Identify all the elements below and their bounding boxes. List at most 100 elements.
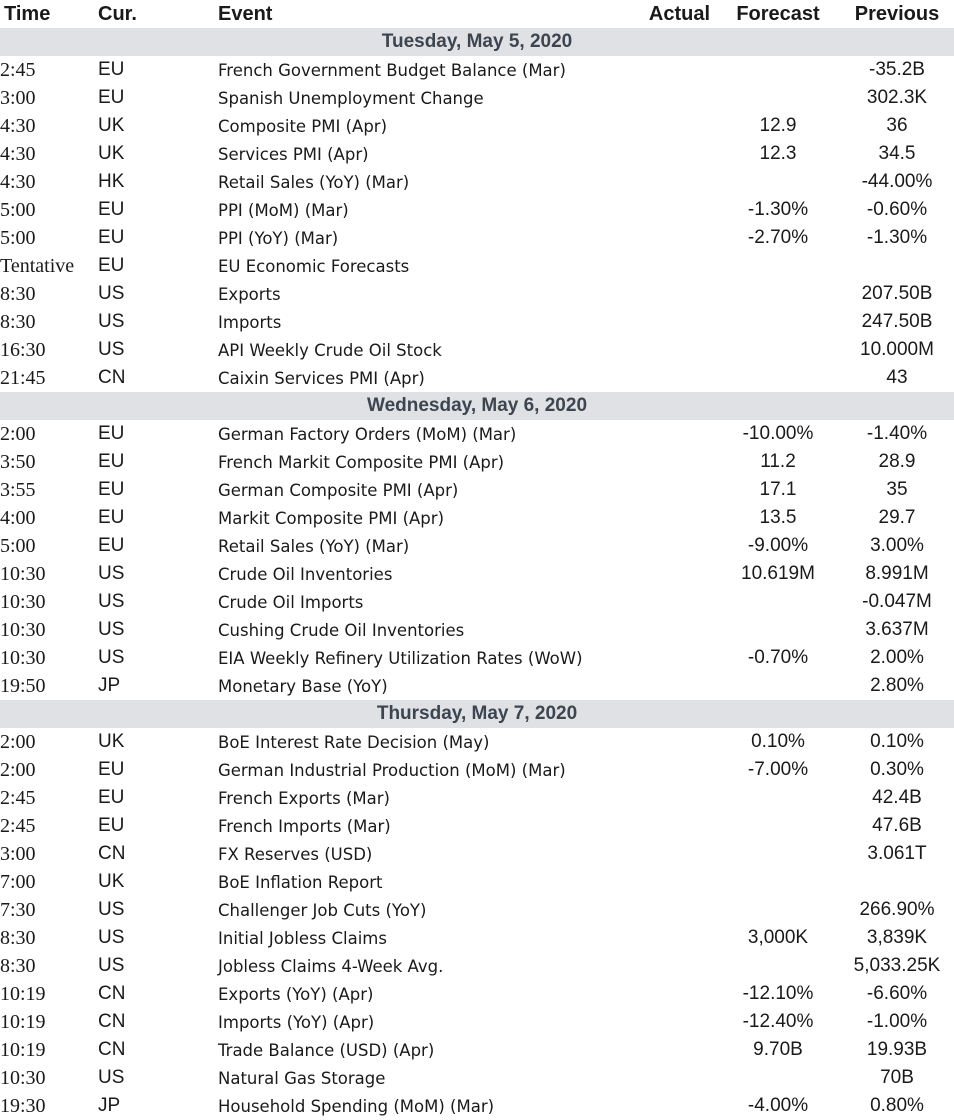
- forecast-cell: [716, 840, 840, 868]
- actual-cell: [620, 112, 716, 140]
- forecast-cell: 13.5: [759, 507, 797, 528]
- event-cell: Crude Oil Inventories: [218, 564, 393, 584]
- time-cell: 10:30: [0, 562, 46, 585]
- currency-cell: EU: [98, 255, 125, 276]
- table-row: 3:50 EU French Markit Composite PMI (Apr) 1…: [0, 448, 954, 476]
- time-cell: 8:30: [0, 926, 36, 949]
- previous-cell: 247.50B: [861, 311, 933, 332]
- actual-cell: [620, 840, 716, 868]
- forecast-cell: -10.00%: [742, 423, 814, 444]
- event-cell: Services PMI (Apr): [218, 144, 369, 164]
- actual-cell: [620, 336, 716, 364]
- forecast-cell: -2.70%: [747, 227, 809, 248]
- forecast-cell: [716, 1064, 840, 1092]
- event-cell: Natural Gas Storage: [218, 1068, 386, 1088]
- time-cell: 10:19: [0, 1038, 46, 1061]
- previous-cell: 34.5: [878, 143, 916, 164]
- table-row: 10:30 US Crude Oil Imports -0.047M: [0, 588, 954, 616]
- forecast-cell: -1.30%: [747, 199, 809, 220]
- currency-cell: EU: [98, 451, 125, 472]
- actual-cell: [620, 1008, 716, 1036]
- time-cell: 10:19: [0, 982, 46, 1005]
- time-cell: 10:30: [0, 590, 46, 613]
- header-row: Time Cur. Event Actual Forecast Previous: [0, 0, 954, 28]
- event-cell: French Government Budget Balance (Mar): [218, 60, 566, 80]
- time-cell: 8:30: [0, 282, 36, 305]
- forecast-cell: 12.3: [759, 143, 797, 164]
- event-cell: Jobless Claims 4-Week Avg.: [218, 956, 444, 976]
- header-currency: Cur.: [98, 2, 137, 25]
- time-cell: 5:00: [0, 226, 36, 249]
- previous-cell: 0.10%: [870, 731, 924, 752]
- time-cell: 2:00: [0, 758, 36, 781]
- currency-cell: CN: [98, 843, 126, 864]
- currency-cell: CN: [98, 983, 126, 1004]
- actual-cell: [620, 224, 716, 252]
- time-cell: 2:45: [0, 786, 36, 809]
- table-row: 19:30 JP Household Spending (MoM) (Mar) -4.…: [0, 1092, 954, 1120]
- event-cell: PPI (YoY) (Mar): [218, 228, 339, 248]
- forecast-cell: [716, 84, 840, 112]
- table-row: 3:00 EU Spanish Unemployment Change 302.3K: [0, 84, 954, 112]
- currency-cell: US: [98, 283, 125, 304]
- previous-cell: 47.6B: [872, 815, 922, 836]
- actual-cell: [620, 812, 716, 840]
- table-row: 2:00 EU German Industrial Production (MoM)…: [0, 756, 954, 784]
- table-row: 10:19 CN Imports (YoY) (Apr) -12.40% -1.00%: [0, 1008, 954, 1036]
- forecast-cell: -0.70%: [747, 647, 809, 668]
- table-row: 19:50 JP Monetary Base (YoY) 2.80%: [0, 672, 954, 700]
- event-cell: Imports (YoY) (Apr): [218, 1012, 375, 1032]
- time-cell: 3:00: [0, 86, 36, 109]
- day-label: Tuesday, May 5, 2020: [0, 28, 954, 56]
- event-cell: French Exports (Mar): [218, 788, 390, 808]
- table-row: 10:19 CN Exports (YoY) (Apr) -12.10% -6.60%: [0, 980, 954, 1008]
- event-cell: Markit Composite PMI (Apr): [218, 508, 445, 528]
- table-row: 10:19 CN Trade Balance (USD) (Apr) 9.70B 19.…: [0, 1036, 954, 1064]
- previous-cell: 207.50B: [861, 283, 933, 304]
- event-cell: French Imports (Mar): [218, 816, 391, 836]
- previous-cell: -1.40%: [866, 423, 928, 444]
- forecast-cell: 11.2: [760, 451, 796, 472]
- table-row: 10:30 US Cushing Crude Oil Inventories 3.63…: [0, 616, 954, 644]
- actual-cell: [620, 756, 716, 784]
- time-cell: 4:30: [0, 170, 36, 193]
- forecast-cell: 17.1: [759, 479, 797, 500]
- table-row: 10:30 US EIA Weekly Refinery Utilization R…: [0, 644, 954, 672]
- event-cell: Retail Sales (YoY) (Mar): [218, 172, 410, 192]
- previous-cell: 2.00%: [870, 647, 924, 668]
- event-cell: German Factory Orders (MoM) (Mar): [218, 424, 517, 444]
- event-cell: Exports: [218, 284, 281, 304]
- currency-cell: JP: [98, 675, 121, 696]
- actual-cell: [620, 1036, 716, 1064]
- currency-cell: CN: [98, 1011, 126, 1032]
- table-row: 10:30 US Natural Gas Storage 70B: [0, 1064, 954, 1092]
- actual-cell: [620, 448, 716, 476]
- event-cell: Imports: [218, 312, 282, 332]
- time-cell: 19:50: [0, 674, 46, 697]
- time-cell: 4:00: [0, 506, 36, 529]
- previous-cell: -44.00%: [861, 171, 933, 192]
- currency-cell: US: [98, 647, 125, 668]
- actual-cell: [620, 868, 716, 896]
- event-cell: German Industrial Production (MoM) (Mar): [218, 760, 566, 780]
- currency-cell: CN: [98, 1039, 126, 1060]
- previous-cell: 302.3K: [866, 87, 928, 108]
- time-cell: 2:45: [0, 814, 36, 837]
- previous-cell: 0.80%: [870, 1095, 924, 1116]
- actual-cell: [620, 560, 716, 588]
- time-cell: 10:19: [0, 1010, 46, 1033]
- forecast-cell: 9.70B: [753, 1039, 803, 1060]
- table-row: 2:45 EU French Imports (Mar) 47.6B: [0, 812, 954, 840]
- currency-cell: US: [98, 927, 125, 948]
- actual-cell: [620, 280, 716, 308]
- currency-cell: US: [98, 339, 125, 360]
- table-row: 16:30 US API Weekly Crude Oil Stock 10.000M: [0, 336, 954, 364]
- header-previous: Previous: [854, 2, 940, 25]
- previous-cell: 0.30%: [870, 759, 924, 780]
- time-cell: 2:00: [0, 422, 36, 445]
- previous-cell: 8.991M: [865, 563, 929, 584]
- event-cell: BoE Interest Rate Decision (May): [218, 732, 490, 752]
- currency-cell: US: [98, 563, 125, 584]
- actual-cell: [620, 924, 716, 952]
